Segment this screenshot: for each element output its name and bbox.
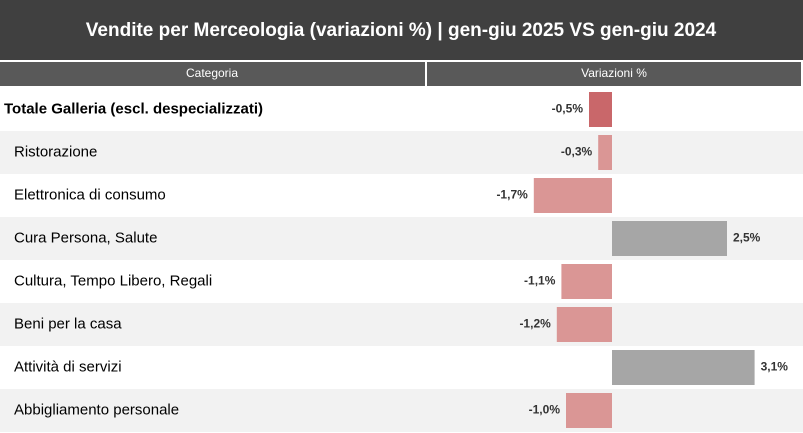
- bar: [533, 178, 612, 213]
- value-label: -0,5%: [552, 102, 584, 116]
- title-bar: [0, 0, 803, 60]
- bar: [556, 307, 612, 342]
- bar: [566, 393, 612, 428]
- value-label: -0,3%: [561, 145, 593, 159]
- row-band: [0, 303, 803, 346]
- row-band: [0, 389, 803, 432]
- category-label: Abbigliamento personale: [14, 401, 179, 418]
- value-label: -1,7%: [496, 188, 528, 202]
- bar: [589, 92, 612, 127]
- bar: [598, 135, 612, 170]
- column-header: Variazioni %: [581, 66, 647, 80]
- bar: [612, 221, 727, 256]
- value-label: 2,5%: [733, 231, 761, 245]
- category-label: Attività di servizi: [14, 358, 122, 375]
- header-cell: [0, 62, 425, 86]
- bar: [612, 350, 755, 385]
- value-label: -1,2%: [519, 317, 551, 331]
- category-label: Cultura, Tempo Libero, Regali: [14, 272, 212, 289]
- category-label: Ristorazione: [14, 143, 97, 160]
- row-band: [0, 131, 803, 174]
- category-label: Beni per la casa: [14, 315, 122, 332]
- value-label: 3,1%: [761, 360, 789, 374]
- column-header: Categoria: [186, 66, 238, 80]
- rows: Totale Galleria (escl. despecializzati) -…: [0, 92, 803, 432]
- value-label: -1,1%: [524, 274, 556, 288]
- value-label: -1,0%: [529, 403, 561, 417]
- category-label: Elettronica di consumo: [14, 186, 166, 203]
- header-cell: [427, 62, 801, 86]
- category-label: Totale Galleria (escl. despecializzati): [4, 100, 263, 117]
- chart-title: Vendite per Merceologia (variazioni %) |…: [86, 20, 717, 41]
- bar: [561, 264, 612, 299]
- category-label: Cura Persona, Salute: [14, 229, 157, 246]
